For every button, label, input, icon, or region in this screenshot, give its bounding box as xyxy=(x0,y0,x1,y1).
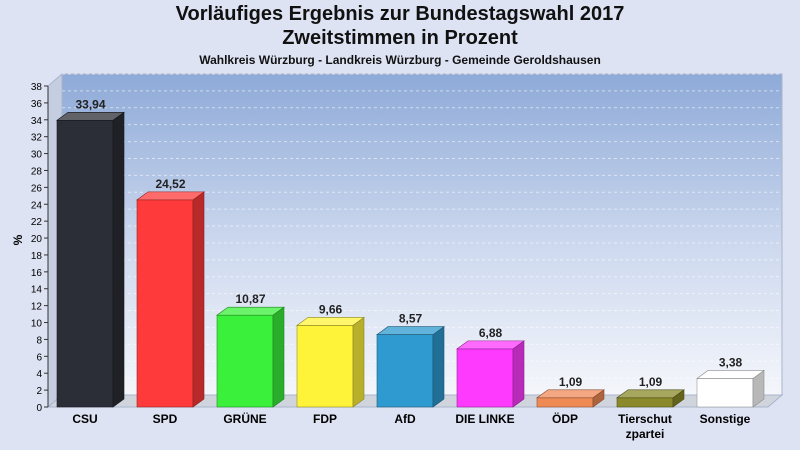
y-tick-label: 22 xyxy=(31,217,43,228)
data-label: 33,94 xyxy=(75,97,105,111)
bar-CSU xyxy=(56,111,125,408)
bar-front xyxy=(696,378,754,408)
bar-side xyxy=(432,326,445,408)
y-tick-label: 26 xyxy=(31,183,43,194)
y-tick-label: 8 xyxy=(36,335,42,346)
bar-front xyxy=(376,334,434,408)
bar-Tierschutzpartei xyxy=(616,389,685,408)
bar-side xyxy=(112,111,125,408)
bar-SPD xyxy=(136,191,205,408)
bar-side xyxy=(272,306,285,408)
bar-top xyxy=(536,389,605,399)
y-tick-label: 0 xyxy=(36,403,42,414)
x-tick-label: CSU xyxy=(72,412,97,426)
bar-Sonstige xyxy=(696,369,765,408)
y-tick-label: 34 xyxy=(31,116,43,127)
bar-top xyxy=(296,317,365,326)
data-label: 10,87 xyxy=(235,292,265,306)
bar-side xyxy=(352,316,365,408)
bar-front xyxy=(536,397,594,408)
y-tick-label: 28 xyxy=(31,166,43,177)
bar-top xyxy=(56,111,125,121)
bar-side xyxy=(192,191,205,408)
y-tick-label: 10 xyxy=(31,319,43,330)
x-tick-label: AfD xyxy=(394,412,416,426)
chart-title: Vorläufiges Ergebnis zur Bundestagswahl … xyxy=(175,3,625,25)
bar-top xyxy=(376,326,445,335)
bar-front xyxy=(216,314,274,408)
bar-side xyxy=(512,340,525,408)
y-tick-label: 12 xyxy=(31,302,43,313)
bar-front xyxy=(56,119,114,408)
bar-top xyxy=(216,306,285,316)
bar-DIE LINKE xyxy=(456,340,525,408)
bar-FDP xyxy=(296,316,365,408)
chart-subtitle: Zweitstimmen in Prozent xyxy=(282,27,518,49)
data-label: 24,52 xyxy=(155,177,185,191)
y-tick-label: 24 xyxy=(31,200,43,211)
x-tick-label: Sonstige xyxy=(700,412,751,426)
bar-front xyxy=(456,348,514,408)
bar-AfD xyxy=(376,326,445,408)
data-label: 6,88 xyxy=(479,326,503,340)
x-tick-label: GRÜNE xyxy=(223,411,266,426)
y-tick-label: 30 xyxy=(31,150,43,161)
x-tick-label: SPD xyxy=(153,412,178,426)
bar-ÖDP xyxy=(536,389,605,408)
bar-front xyxy=(136,199,194,408)
x-tick-label: DIE LINKE xyxy=(455,412,514,426)
x-tick-label: FDP xyxy=(313,412,337,426)
y-tick-label: 14 xyxy=(31,285,43,296)
y-tick-label: 2 xyxy=(36,386,42,397)
chart-caption: Wahlkreis Würzburg - Landkreis Würzburg … xyxy=(199,53,601,67)
y-axis-label: % xyxy=(11,234,25,245)
y-tick-label: 18 xyxy=(31,251,43,262)
x-tick-label: Tierschut xyxy=(618,412,672,426)
bar-top xyxy=(616,389,685,399)
y-tick-label: 4 xyxy=(36,369,42,380)
x-tick-label: zpartei xyxy=(626,427,665,441)
bar-top xyxy=(696,370,765,379)
bar-GRÜNE xyxy=(216,306,285,408)
bar-front xyxy=(296,325,354,408)
x-tick-label: ÖDP xyxy=(552,411,578,426)
data-label: 8,57 xyxy=(399,312,423,326)
y-tick-label: 32 xyxy=(31,133,43,144)
y-tick-label: 6 xyxy=(36,352,42,363)
y-tick-label: 38 xyxy=(31,82,43,93)
data-label: 1,09 xyxy=(639,375,663,389)
bar-top xyxy=(136,191,205,201)
data-label: 9,66 xyxy=(319,302,343,316)
bar-top xyxy=(456,340,525,350)
data-label: 1,09 xyxy=(559,375,583,389)
data-label: 3,38 xyxy=(719,355,743,369)
bar-front xyxy=(616,397,674,408)
plot-area: 0246810121416182022242628303234363833,94… xyxy=(31,72,784,441)
y-tick-label: 36 xyxy=(31,99,43,110)
y-tick-label: 20 xyxy=(31,234,43,245)
y-tick-label: 16 xyxy=(31,268,43,279)
